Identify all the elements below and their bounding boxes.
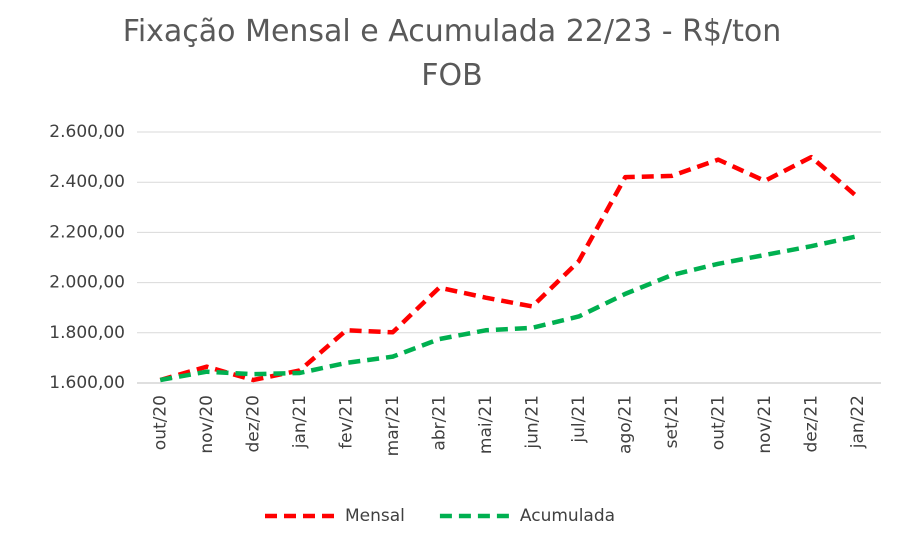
data-line: [159, 233, 859, 383]
x-tick-label: ago/21: [615, 395, 635, 454]
x-tick-label: out/20: [150, 395, 170, 450]
legend-label: Acumulada: [520, 506, 615, 526]
x-tick-label: dez/21: [801, 395, 821, 453]
y-tick-label: 1.800,00: [49, 323, 125, 343]
x-tick-label: mai/21: [476, 395, 496, 454]
x-tick-label: jan/21: [290, 395, 310, 449]
x-tick-label: dez/20: [243, 395, 263, 453]
x-tick-label: out/21: [708, 395, 728, 450]
x-tick-label: jan/22: [848, 395, 868, 449]
data-line: [159, 154, 860, 383]
x-tick-label: mar/21: [383, 395, 403, 456]
x-tick-label: fev/21: [336, 395, 356, 449]
x-tick-label: set/21: [662, 395, 682, 448]
x-tick-label: nov/20: [197, 395, 217, 454]
chart-title: Fixação Mensal e Acumulada 22/23 - R$/to…: [122, 14, 782, 93]
y-tick-label: 2.000,00: [49, 273, 125, 293]
legend-label: Mensal: [345, 506, 405, 526]
x-tick-label: nov/21: [755, 395, 775, 454]
y-tick-label: 2.600,00: [49, 122, 125, 142]
x-tick-label: jun/21: [522, 395, 542, 450]
x-tick-label: jul/21: [569, 395, 589, 444]
y-tick-label: 1.600,00: [49, 373, 125, 393]
y-tick-label: 2.200,00: [49, 222, 125, 242]
x-tick-label: abr/21: [429, 395, 449, 451]
y-tick-label: 2.400,00: [49, 172, 125, 192]
